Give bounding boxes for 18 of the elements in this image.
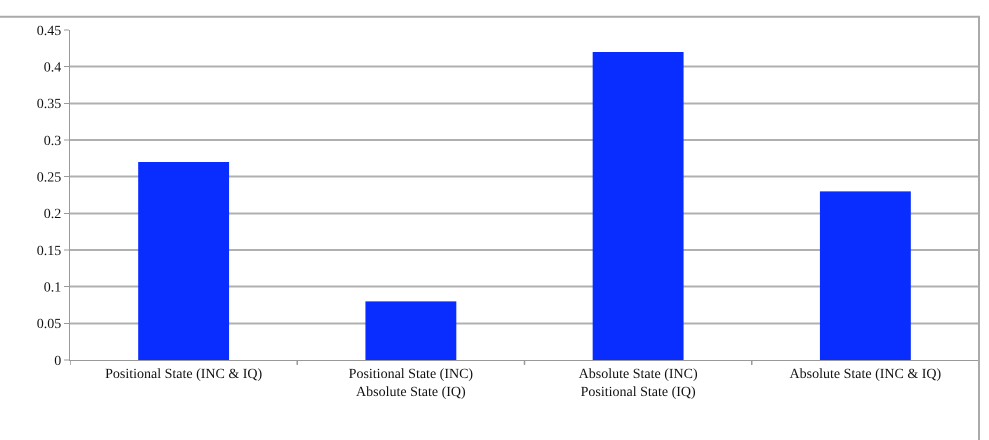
y-tick-label: 0.3: [44, 134, 62, 149]
y-tick-label: 0: [54, 354, 62, 369]
y-tick-label: 0.05: [36, 317, 62, 332]
y-tick-label: 0.2: [44, 207, 62, 222]
y-tick-label: 0.25: [36, 170, 62, 186]
y-tick-label: 0.45: [36, 24, 62, 39]
bar: [820, 191, 911, 360]
bar: [592, 52, 684, 360]
x-tick-label: Absolute State (INC & IQ): [790, 366, 942, 382]
bar: [365, 301, 456, 360]
bar: [138, 162, 230, 360]
y-tick-label: 0.1: [44, 280, 62, 296]
y-tick-label: 0.15: [36, 244, 62, 259]
x-tick-label: Absolute State (INC) Positional State (IQ): [578, 366, 698, 400]
y-tick-label: 0.35: [36, 97, 62, 112]
x-tick-label: Positional State (INC) Absolute State (IQ): [348, 366, 474, 400]
y-tick-label: 0.4: [44, 60, 62, 76]
x-tick-label: Positional State (INC & IQ): [105, 366, 263, 382]
